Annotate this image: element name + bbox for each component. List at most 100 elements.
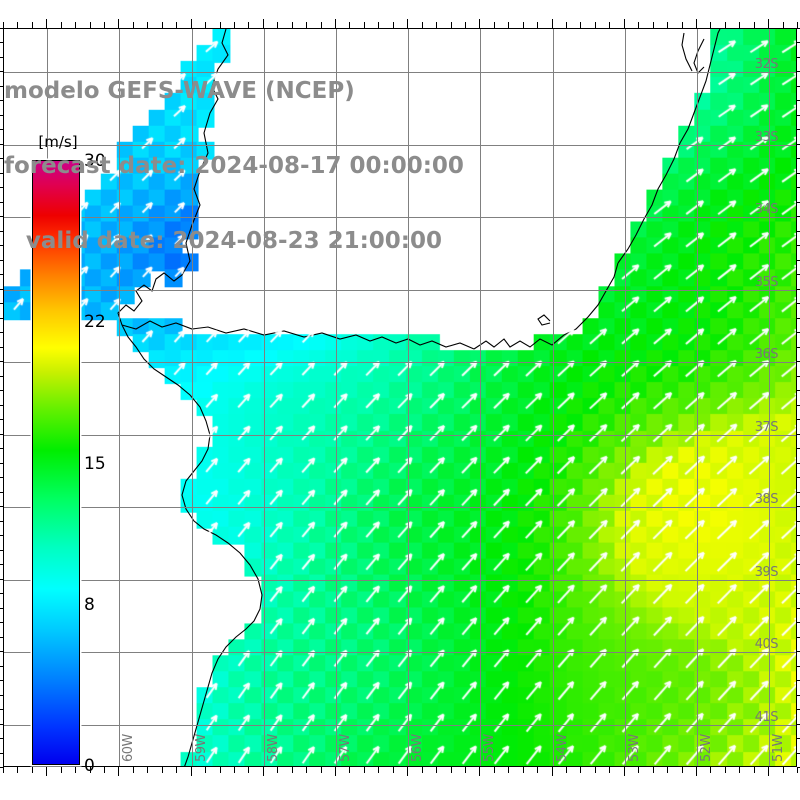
tick-lon [754, 767, 755, 773]
tick-lat [797, 115, 800, 116]
gridline-lon-58W [264, 29, 265, 766]
tick-lat [797, 405, 800, 406]
tick-lon [234, 767, 235, 773]
tick-lon [393, 22, 394, 28]
tick-lat [797, 129, 800, 130]
gridline-lon-56W [408, 29, 409, 766]
tick-lon [104, 22, 105, 28]
tick-lon [133, 767, 134, 773]
lon-label-57W: 57W [338, 734, 354, 762]
tick-lon [768, 767, 769, 776]
tick-lon [624, 767, 625, 776]
tick-lat [797, 274, 800, 275]
tick-lat [0, 709, 3, 710]
tick-lat [797, 767, 800, 768]
tick-lat [797, 477, 800, 478]
tick-lon [248, 767, 249, 773]
tick-lat [797, 260, 800, 261]
tick-lon [17, 22, 18, 28]
gridline-lon-54W [553, 29, 554, 766]
tick-lat [0, 28, 3, 29]
tick-lat [0, 187, 3, 188]
tick-lon [75, 767, 76, 773]
gridline-lat-41S [4, 725, 796, 726]
tick-lat [0, 608, 3, 609]
tick-lon [191, 767, 192, 776]
tick-lon [321, 767, 322, 773]
tick-lon [552, 767, 553, 776]
tick-lat [797, 318, 800, 319]
tick-lon [364, 22, 365, 28]
tick-lat [0, 115, 3, 116]
tick-lon [595, 22, 596, 28]
tick-lon [653, 767, 654, 773]
tick-lon [263, 767, 264, 776]
gridline-lat-35S [4, 290, 796, 291]
tick-lon [277, 767, 278, 773]
tick-lon [667, 22, 668, 28]
tick-lat [0, 463, 3, 464]
tick-lon [46, 19, 47, 28]
lon-label-58W: 58W [265, 734, 281, 762]
tick-lat [797, 492, 800, 493]
tick-lon [566, 22, 567, 28]
tick-lat [0, 274, 3, 275]
tick-lon [609, 767, 610, 773]
tick-lon [3, 767, 4, 773]
tick-lat [797, 376, 800, 377]
lon-label-51W: 51W [771, 734, 787, 762]
tick-lon [162, 767, 163, 773]
tick-lat [0, 390, 3, 391]
tick-lat [0, 231, 3, 232]
tick-lat [797, 100, 800, 101]
tick-lat [0, 332, 3, 333]
tick-lon [609, 22, 610, 28]
tick-lon [580, 22, 581, 28]
tick-lat [797, 608, 800, 609]
tick-lon [118, 767, 119, 776]
tick-lat [797, 521, 800, 522]
tick-lon [696, 19, 697, 28]
tick-lat [797, 738, 800, 739]
lon-label-56W: 56W [410, 734, 426, 762]
lon-label-52W: 52W [698, 734, 714, 762]
tick-lat [797, 564, 800, 565]
tick-lon [220, 22, 221, 28]
tick-lon [566, 767, 567, 773]
lat-label-34S: 34S [754, 202, 779, 218]
tick-lat [0, 289, 3, 290]
tick-lon [580, 767, 581, 773]
title-line-forecast-date: forecast date: 2024-08-17 00:00:00 [4, 153, 464, 179]
tick-lon [147, 22, 148, 28]
tick-lat [797, 158, 800, 159]
tick-lon [176, 22, 177, 28]
tick-lat [797, 303, 800, 304]
tick-lat [797, 666, 800, 667]
tick-lon [32, 767, 33, 773]
tick-lon [248, 22, 249, 28]
tick-lon [768, 19, 769, 28]
tick-lon [436, 767, 437, 773]
tick-lat [0, 738, 3, 739]
tick-lat [0, 666, 3, 667]
tick-lon [407, 767, 408, 776]
gridline-lat-33S [4, 145, 796, 146]
tick-lat [797, 651, 800, 652]
tick-lon [176, 767, 177, 773]
tick-lon [479, 19, 480, 28]
tick-lon [75, 22, 76, 28]
title-line-valid-date: valid date: 2024-08-23 21:00:00 [25, 228, 442, 254]
tick-lat [0, 767, 3, 768]
tick-lat [0, 144, 3, 145]
tick-lon [306, 22, 307, 28]
tick-lat [0, 535, 3, 536]
tick-lat [797, 187, 800, 188]
tick-lon [523, 767, 524, 773]
gridline-lon-57W [336, 29, 337, 766]
gridline-lat-37S [4, 435, 796, 436]
tick-lon [710, 767, 711, 773]
tick-lon [754, 22, 755, 28]
lon-label-53W: 53W [626, 734, 642, 762]
gridline-lon-52W [697, 29, 698, 766]
